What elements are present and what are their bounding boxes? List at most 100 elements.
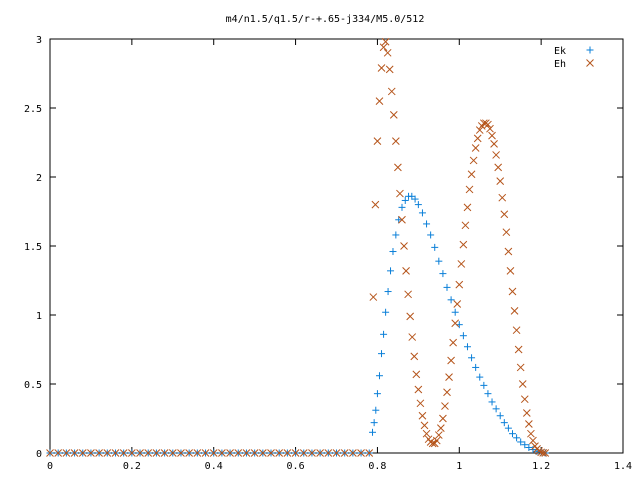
data-point [517,438,525,446]
legend-label-eh: Eh [554,59,566,70]
data-point [418,411,427,420]
data-point [431,243,439,251]
data-point [373,390,381,398]
data-point [395,216,403,224]
legend-marker-ek [586,46,594,54]
data-point [418,209,426,217]
data-point [494,163,503,172]
data-point [267,449,275,457]
x-tick-label: 0 [47,461,53,472]
data-point [103,449,112,457]
data-point [78,449,87,457]
data-point [492,405,500,413]
data-point [476,373,484,381]
data-point [428,439,437,448]
data-point [514,345,523,354]
data-point [373,137,382,145]
data-point [529,436,537,445]
x-tick-label: 1 [456,461,462,472]
data-point [525,420,533,428]
data-point [468,354,476,362]
data-point [365,449,374,457]
data-point [521,441,529,449]
data-point [406,312,415,321]
data-point [541,449,550,457]
data-point [451,308,459,316]
data-point [441,402,449,410]
data-point [453,300,462,308]
data-point [475,126,484,134]
data-point [457,260,466,268]
data-point [504,424,512,432]
x-tick-label: 1.4 [614,461,632,472]
data-point [516,363,525,372]
data-point [394,163,402,172]
data-point [242,449,251,457]
data-point [378,350,386,358]
y-tick-label: 2.5 [24,104,42,115]
data-point [463,343,471,351]
data-point [375,97,384,105]
data-point [70,449,79,457]
data-point [377,64,386,72]
data-point [372,406,380,414]
data-point [472,363,480,371]
x-tick-label: 0.8 [368,461,386,472]
data-point [518,380,527,388]
data-point [398,215,406,224]
data-point [496,177,505,185]
data-point [416,399,425,408]
data-point [432,436,441,445]
data-point [160,449,169,457]
data-point [136,449,144,457]
data-point [484,390,492,398]
x-tick-label: 0.2 [123,461,141,472]
legend-label-ek: Ek [554,46,566,57]
y-tick-label: 2 [36,173,42,184]
data-point [111,449,120,457]
data-point [451,319,460,328]
data-point [226,449,234,457]
series-ek [46,192,549,457]
data-point [539,449,548,457]
data-point [459,240,468,249]
data-point [308,449,316,457]
data-point [369,293,378,301]
data-point [168,449,177,457]
data-point [411,195,419,203]
data-point [498,193,507,202]
y-tick-label: 3 [36,35,42,46]
y-tick-label: 1.5 [24,242,42,253]
data-point [402,266,410,275]
data-point [423,220,431,228]
data-point [467,170,476,179]
x-tick-label: 1.2 [532,461,550,472]
data-point [492,151,500,159]
data-point [449,338,457,347]
data-point [435,257,443,265]
series-eh [46,37,550,457]
data-point [258,449,267,457]
data-point [209,449,218,457]
data-point [525,443,533,451]
data-point [527,429,535,438]
data-point [529,446,537,454]
data-point [152,449,161,457]
data-point [384,288,392,296]
data-point [389,248,397,256]
data-point [469,156,478,165]
legend-marker-eh [586,59,594,67]
data-point [396,189,404,198]
data-point [380,330,388,338]
data-point [447,296,455,304]
data-point [218,449,226,457]
data-point [473,134,482,143]
plot-frame [49,38,624,454]
data-point [484,120,492,129]
data-point [488,131,496,140]
data-point [401,196,409,204]
series-layer [46,37,550,457]
data-point [508,287,517,296]
data-point [398,203,406,211]
